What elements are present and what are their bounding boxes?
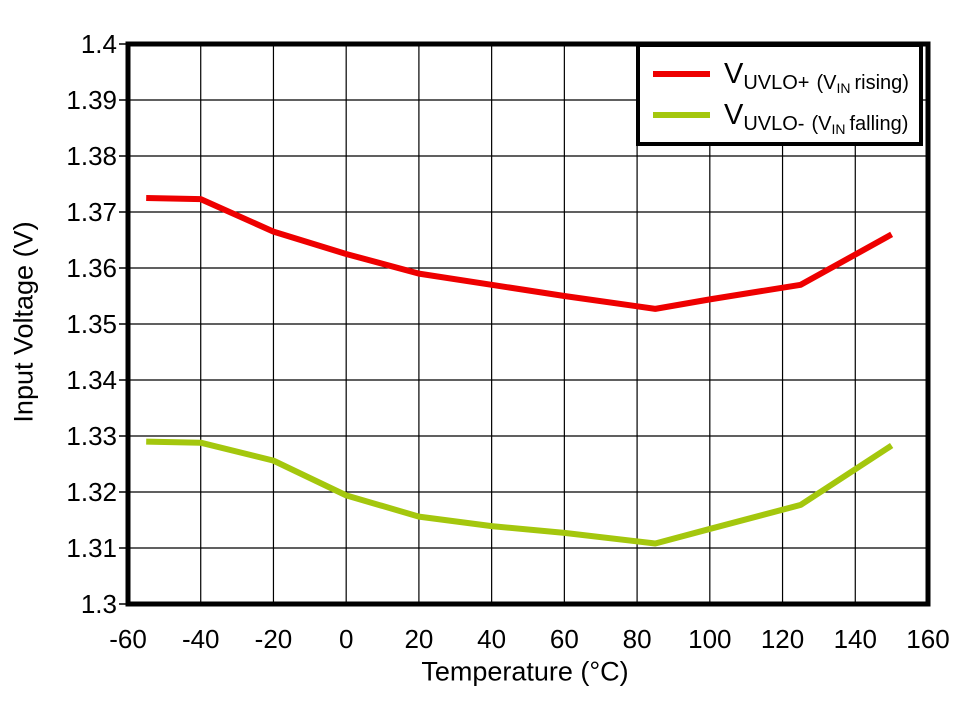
y-tick-label: 1.34	[66, 365, 117, 395]
series-line-vuvlo-rising	[146, 195, 894, 312]
legend-label-rising: VUVLO+ (VIN rising)	[724, 57, 909, 95]
x-tick-label: 20	[404, 624, 433, 654]
legend-paren-rest: falling)	[849, 112, 909, 135]
y-tick-label: 1.35	[66, 309, 117, 339]
legend-subscript: UVLO-	[743, 112, 805, 135]
plot-border	[125, 41, 931, 607]
series-line-vuvlo-falling	[146, 438, 894, 547]
x-tick-label: 100	[688, 624, 731, 654]
legend-symbol: V	[724, 98, 744, 131]
x-tick-label: 80	[623, 624, 652, 654]
x-tick-label: 0	[339, 624, 353, 654]
y-tick-label: 1.32	[66, 477, 117, 507]
y-tick-label: 1.33	[66, 421, 117, 451]
y-tick-label: 1.38	[66, 141, 117, 171]
y-tick-label: 1.37	[66, 197, 117, 227]
legend-item-vuvlo-rising: VUVLO+ (VIN rising)	[653, 57, 919, 95]
x-axis-title: Temperature (°C)	[421, 656, 629, 687]
y-axis-title: Input Voltage (V)	[8, 221, 39, 423]
x-tick-label: 160	[906, 624, 949, 654]
legend-symbol: V	[724, 57, 744, 90]
legend: VUVLO+ (VIN rising) VUVLO- (VIN falling)	[636, 43, 923, 146]
y-tick-label: 1.3	[81, 589, 117, 619]
legend-paren: (V	[811, 112, 832, 135]
y-axis-tick-labels: 1.4 1.39 1.38 1.37 1.36 1.35 1.34 1.33 1.32 1.31 1…	[66, 29, 117, 619]
legend-paren: (V	[816, 71, 837, 94]
legend-subscript: UVLO+	[743, 71, 810, 94]
data-series	[146, 195, 894, 547]
legend-label-falling: VUVLO- (VIN falling)	[724, 98, 908, 136]
y-tick-label: 1.36	[66, 253, 117, 283]
x-tick-label: -20	[255, 624, 293, 654]
y-tick-label: 1.31	[66, 533, 117, 563]
x-tick-label: -40	[182, 624, 220, 654]
x-tick-label: 40	[477, 624, 506, 654]
x-tick-label: 120	[761, 624, 804, 654]
legend-item-vuvlo-falling: VUVLO- (VIN falling)	[653, 98, 919, 136]
legend-swatch-falling	[653, 112, 710, 118]
x-tick-label: 60	[550, 624, 579, 654]
x-axis-tick-labels: -60 -40 -20 0 20 40 60 80 100 120 140 160	[109, 624, 949, 654]
y-tick-label: 1.4	[81, 29, 117, 59]
x-tick-label: 140	[834, 624, 877, 654]
legend-paren-subscript: IN	[836, 79, 851, 96]
legend-paren-rest: rising)	[854, 71, 909, 94]
y-tick-label: 1.39	[66, 85, 117, 115]
x-tick-label: -60	[109, 624, 147, 654]
legend-swatch-rising	[653, 71, 710, 77]
legend-paren-subscript: IN	[831, 120, 846, 137]
